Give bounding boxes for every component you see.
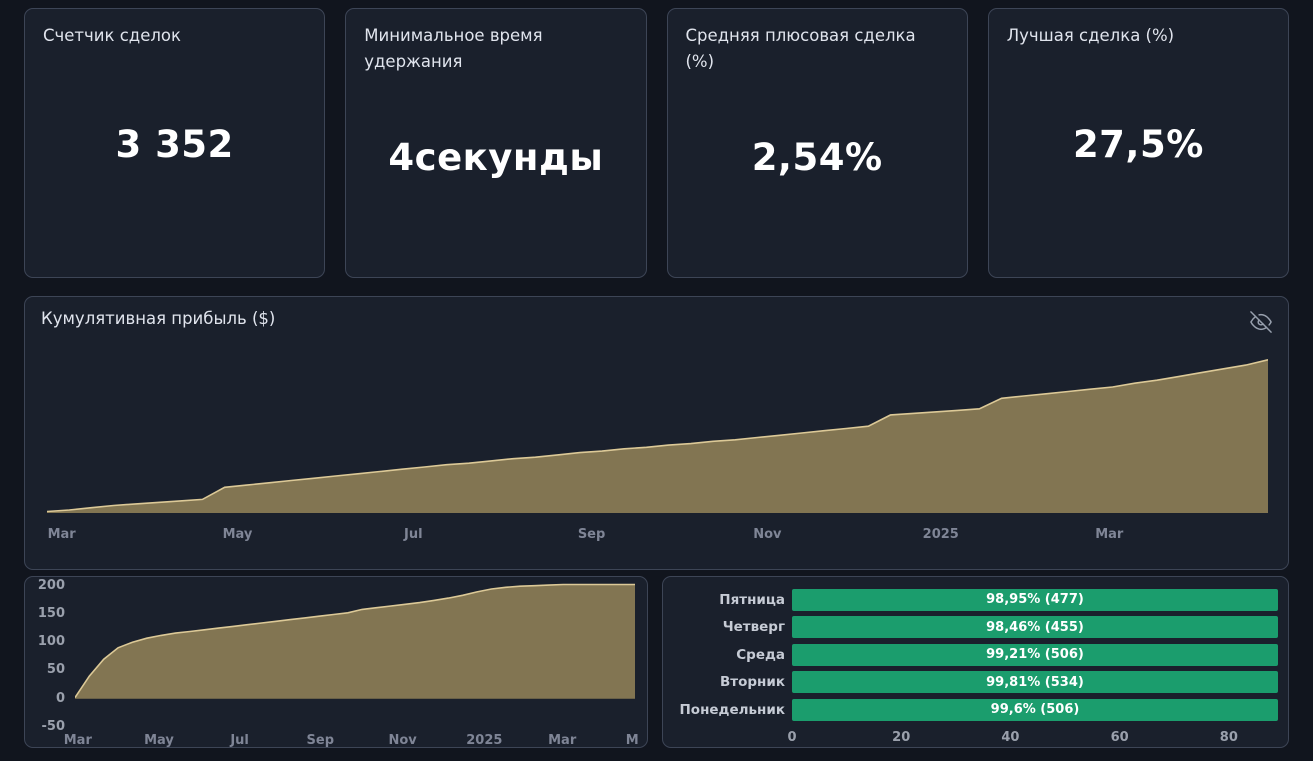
stat-card-trade-count: Счетчик сделок 3 352 bbox=[24, 8, 326, 278]
bar-value-label: 98,46% (455) bbox=[986, 619, 1084, 635]
x-axis-label: Mar bbox=[47, 527, 76, 542]
x-axis-label: May bbox=[222, 527, 253, 542]
stat-card-value: 2,54% bbox=[751, 136, 883, 180]
stat-cards-row: Счетчик сделок 3 352 Минимальное время у… bbox=[24, 8, 1289, 278]
bar-value-label: 99,81% (534) bbox=[986, 674, 1084, 690]
cumulative-profit-mini-area-chart[interactable] bbox=[75, 580, 635, 727]
x-axis-tick-label: 0 bbox=[787, 729, 797, 745]
y-axis-label: -50 bbox=[41, 719, 66, 734]
bar-value-label: 99,21% (506) bbox=[986, 647, 1084, 663]
bar-row: Среда 99,21% (506) bbox=[663, 641, 1278, 669]
bar-row: Пятница 98,95% (477) bbox=[663, 586, 1278, 614]
x-axis-label: M bbox=[625, 733, 639, 748]
stat-card-value: 3 352 bbox=[115, 123, 234, 167]
stat-card-title: Средняя плюсовая сделка (%) bbox=[685, 26, 916, 71]
weekday-winrate-bars: Пятница 98,95% (477) Четверг 98,46% (455) Ср… bbox=[663, 577, 1288, 724]
stat-card-title: Лучшая сделка (%) bbox=[1006, 26, 1175, 45]
eye-off-icon[interactable] bbox=[1250, 311, 1272, 333]
bar-row: Вторник 99,81% (534) bbox=[663, 669, 1278, 697]
cumulative-profit-mini-panel: 200 150 100 50 0 -50 Mar May Jul Sep Nov 2025 Mar M bbox=[24, 576, 648, 748]
bar-row: Четверг 98,46% (455) bbox=[663, 614, 1278, 642]
bar-track: 99,21% (506) bbox=[792, 643, 1278, 666]
x-axis-label: Nov bbox=[753, 527, 782, 542]
area-fill bbox=[47, 359, 1268, 513]
stat-card-min-hold-time: Минимальное время удержания 4секунды bbox=[345, 8, 647, 278]
main-chart-x-axis: Mar May Jul Sep Nov 2025 Mar bbox=[47, 513, 1268, 547]
mini-chart-plot-area bbox=[75, 580, 635, 727]
x-axis-tick-label: 80 bbox=[1219, 729, 1238, 745]
y-axis-label: 100 bbox=[37, 634, 65, 650]
x-axis-label: Sep bbox=[577, 527, 606, 542]
stat-card-avg-winning-trade: Средняя плюсовая сделка (%) 2,54% bbox=[666, 8, 968, 278]
x-axis-label: Mar bbox=[1095, 527, 1124, 542]
bar: 98,46% (455) bbox=[792, 616, 1278, 639]
area-line bbox=[47, 360, 1268, 512]
mini-chart-x-axis: Mar May Jul Sep Nov 2025 Mar M bbox=[64, 727, 639, 748]
cumulative-profit-panel: Кумулятивная прибыль ($) Mar May Jul Sep Nov… bbox=[24, 296, 1289, 570]
bar-category-label: Четверг bbox=[722, 619, 785, 636]
bar-track: 99,81% (534) bbox=[792, 671, 1278, 694]
bar: 99,6% (506) bbox=[792, 698, 1278, 721]
y-axis-label: 0 bbox=[55, 690, 65, 706]
bar-chart-x-axis: 0 20 40 60 80 bbox=[787, 724, 1278, 748]
cumulative-profit-chart-area bbox=[47, 353, 1268, 513]
bottom-panels-row: 200 150 100 50 0 -50 Mar May Jul Sep Nov 2025 Mar M … bbox=[24, 576, 1289, 748]
x-axis-tick-label: 60 bbox=[1110, 729, 1129, 745]
x-axis-label: Jul bbox=[230, 733, 249, 748]
bar-category-label: Понедельник bbox=[679, 701, 786, 718]
x-axis-label: 2025 bbox=[466, 733, 503, 748]
y-axis-label: 50 bbox=[46, 662, 65, 678]
x-axis-label: 2025 bbox=[922, 527, 959, 542]
x-axis-label: May bbox=[144, 733, 174, 748]
x-axis-label: Jul bbox=[404, 527, 423, 542]
mini-chart-y-axis: 200 150 100 50 0 -50 bbox=[25, 577, 71, 734]
bar-value-label: 99,6% (506) bbox=[990, 702, 1080, 718]
bar-track: 98,95% (477) bbox=[792, 588, 1278, 611]
weekday-winrate-panel: Пятница 98,95% (477) Четверг 98,46% (455) Ср… bbox=[662, 576, 1289, 748]
stat-card-title: Счетчик сделок bbox=[43, 26, 181, 45]
cumulative-profit-area-chart[interactable] bbox=[47, 353, 1268, 513]
x-axis-label: Sep bbox=[306, 733, 335, 748]
y-axis-label: 200 bbox=[37, 577, 65, 593]
stat-card-best-trade: Лучшая сделка (%) 27,5% bbox=[987, 8, 1289, 278]
bar-category-label: Среда bbox=[736, 646, 785, 663]
cumulative-profit-panel-header: Кумулятивная прибыль ($) bbox=[41, 309, 1272, 335]
bar-category-label: Вторник bbox=[719, 674, 785, 691]
bar-track: 98,46% (455) bbox=[792, 616, 1278, 639]
stat-card-title: Минимальное время удержания bbox=[364, 26, 543, 71]
bar-track: 99,6% (506) bbox=[792, 698, 1278, 721]
bar: 99,21% (506) bbox=[792, 643, 1278, 666]
x-axis-tick-label: 40 bbox=[1001, 729, 1020, 745]
stat-card-value: 27,5% bbox=[1072, 123, 1204, 167]
x-axis-label: Mar bbox=[63, 733, 92, 748]
area-fill bbox=[75, 584, 635, 699]
area-line bbox=[75, 585, 635, 698]
y-axis-label: 150 bbox=[37, 605, 65, 621]
x-axis-tick-label: 20 bbox=[892, 729, 911, 745]
bar-value-label: 98,95% (477) bbox=[986, 592, 1084, 608]
x-axis-label: Nov bbox=[388, 733, 417, 748]
bar: 98,95% (477) bbox=[792, 588, 1278, 611]
panel-title: Кумулятивная прибыль ($) bbox=[41, 309, 276, 328]
bar-row: Понедельник 99,6% (506) bbox=[663, 696, 1278, 724]
x-axis-label: Mar bbox=[548, 733, 577, 748]
bar-category-label: Пятница bbox=[719, 591, 785, 608]
stat-card-value: 4секунды bbox=[388, 136, 604, 180]
bar: 99,81% (534) bbox=[792, 671, 1278, 694]
